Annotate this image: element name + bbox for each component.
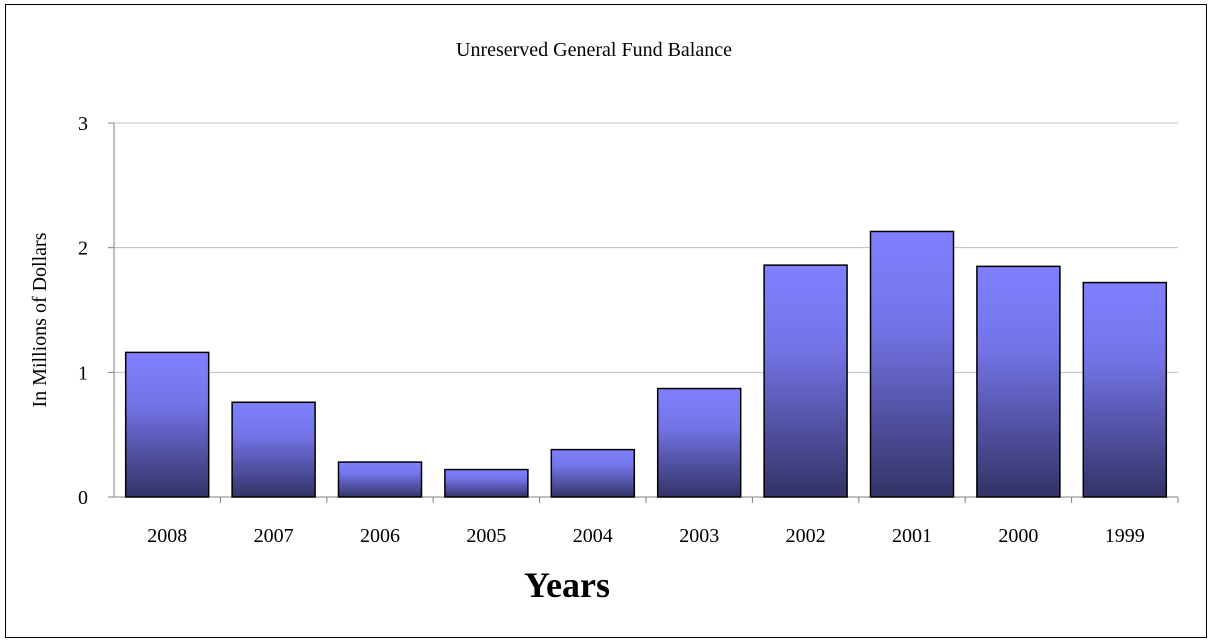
- x-tick-label: 2000: [998, 525, 1038, 547]
- x-tick-label: 2004: [573, 525, 613, 547]
- bar-1999: [1082, 281, 1168, 498]
- x-tick-label: 2001: [892, 525, 932, 547]
- y-tick-labels: 0 1 2 3: [78, 113, 88, 509]
- bar-2001: [869, 230, 955, 498]
- bar-2006: [337, 461, 423, 498]
- x-tick-label: 2002: [786, 525, 826, 547]
- bars: [124, 230, 1168, 498]
- y-tick-label: 0: [78, 487, 88, 509]
- y-tick-label: 1: [78, 362, 88, 384]
- bar-2005: [444, 468, 529, 498]
- bar-2008: [124, 351, 210, 498]
- bar-2000: [976, 265, 1061, 498]
- bar-2003: [656, 387, 742, 498]
- y-axis-title: In Millions of Dollars: [29, 232, 51, 407]
- x-tick-labels: 2008 2007 2006 2005 2004 2003 2002 2001 2000 1999: [147, 525, 1145, 547]
- x-tick-label: 1999: [1105, 525, 1145, 547]
- y-tick-label: 2: [78, 238, 88, 260]
- x-tick-label: 2006: [360, 525, 400, 547]
- bar-2007: [231, 401, 316, 498]
- x-tick-label: 2007: [254, 525, 294, 547]
- x-tick-label: 2003: [679, 525, 719, 547]
- y-tick-label: 3: [78, 113, 88, 135]
- bar-2004: [550, 448, 636, 498]
- x-axis-title: Years: [524, 565, 610, 605]
- x-tick-label: 2005: [466, 525, 506, 547]
- bar-2002: [763, 264, 848, 498]
- chart-title: Unreserved General Fund Balance: [456, 39, 732, 61]
- x-tick-label: 2008: [147, 525, 187, 547]
